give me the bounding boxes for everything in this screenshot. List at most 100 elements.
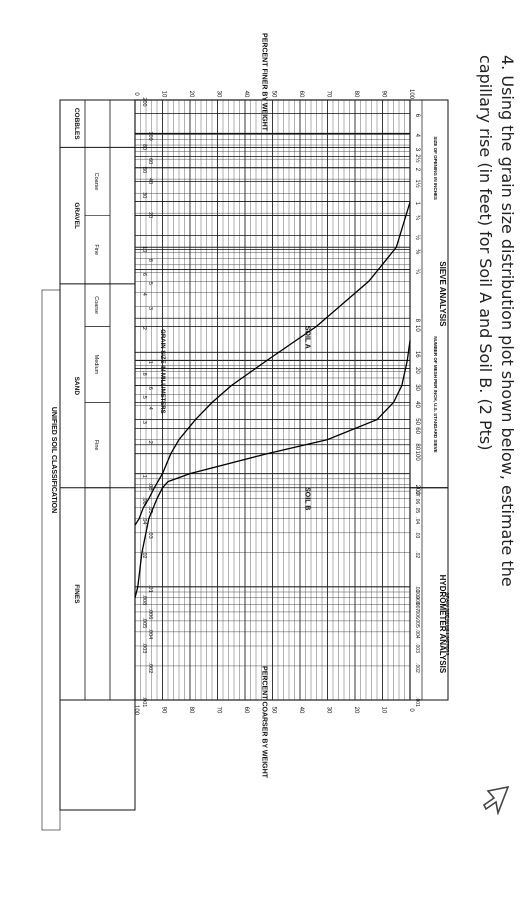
mm-tick-label: .004: [147, 628, 153, 639]
mm-tick-label: .05: [147, 506, 153, 514]
y-tick-right: 0: [408, 708, 414, 712]
mm-tick-label: .6: [147, 385, 153, 390]
mm-tick-label: .008: [141, 594, 147, 605]
y-tick-right: 10: [381, 707, 387, 714]
y-tick-left: 0: [133, 92, 139, 96]
sieve-analysis-title: SIEVE ANALYSIS: [438, 261, 447, 327]
mm-tick-label: 40: [147, 178, 153, 184]
sieve-number-label: NUMBER OF MESH PER INCH, U.S. STANDARD S…: [433, 336, 438, 452]
mm-tick-label: 5: [147, 282, 153, 285]
class-sub-label: Medium: [93, 355, 99, 375]
inch-tick-label: ⅜: [414, 249, 420, 255]
class-sub-label: Coarse: [93, 173, 99, 191]
mm-tick-label: .08: [147, 483, 153, 491]
sieve-tick-label: 8: [414, 319, 420, 323]
y-tick-right: 50: [271, 707, 277, 714]
inch-tick-label: 6: [414, 114, 420, 118]
y-tick-left: 20: [188, 91, 194, 98]
sieve-tick-label: 40: [414, 401, 420, 408]
hydro-tick-label: .06: [414, 497, 420, 504]
hydro-tick-label: .04: [414, 517, 420, 524]
x-axis-label: GRAIN SIZE IN MILLIMETERS: [159, 329, 165, 413]
left-axis-frame: [59, 99, 136, 811]
hydro-tick-label: .009: [414, 589, 420, 599]
y-tick-right: 20: [353, 707, 359, 714]
mm-tick-label: 1: [147, 361, 153, 364]
hydro-tick-label: .008: [414, 595, 420, 605]
inch-tick-label: 2½: [414, 154, 421, 162]
mm-tick-label: 80: [141, 144, 147, 150]
mm-tick-label: .006: [147, 609, 153, 620]
class-group-label: COBBLES: [73, 108, 80, 140]
y-tick-right: 70: [216, 707, 222, 714]
sieve-tick-label: 60: [414, 427, 420, 434]
soil-b-label: SOIL B: [304, 487, 311, 510]
class-title-frame: [41, 289, 61, 831]
y-tick-left: 70: [326, 91, 332, 98]
mm-tick-label: 6: [141, 273, 147, 276]
sieve-tick-label: 50: [414, 418, 420, 425]
mm-tick-label: .5: [141, 394, 147, 399]
hydro-tick-label: .01: [414, 585, 420, 592]
inch-tick-label: ½: [414, 235, 421, 240]
hydro-tick-label: .02: [414, 551, 420, 558]
sieve-tick-label: 10: [414, 325, 420, 332]
mm-tick-label: .005: [141, 618, 147, 629]
mm-tick-label: .04: [141, 517, 147, 525]
mm-tick-label: .06: [141, 497, 147, 505]
inch-tick-label: 1: [414, 202, 420, 206]
hydro-tick-label: .07: [414, 490, 420, 497]
question-text: 4. Using the grain size distribution plo…: [476, 55, 518, 615]
y-tick-left: 100: [408, 89, 414, 100]
mm-tick-label: 30: [141, 192, 147, 198]
mm-tick-label: .002: [147, 663, 153, 674]
sieve-tick-label: 200: [414, 485, 420, 496]
mm-tick-label: 10: [141, 246, 147, 252]
inch-tick-label: 4: [414, 134, 420, 138]
mm-tick-label: 50: [141, 167, 147, 173]
class-group-label: SAND: [73, 377, 80, 396]
sieve-tick-label: 16: [414, 351, 420, 358]
class-sub-label: Coarse: [93, 296, 99, 314]
soil-a-label: SOIL A: [304, 326, 311, 349]
y-tick-right: 90: [161, 707, 167, 714]
y-tick-right: 80: [188, 707, 194, 714]
hydro-tick-label: .005: [414, 618, 420, 628]
mm-tick-label: .01: [147, 585, 153, 593]
mm-tick-label: .4: [147, 405, 153, 410]
series-curve-soil-a: [134, 202, 411, 526]
question-number: 4.: [498, 55, 517, 71]
hydro-tick-label: .001: [414, 697, 420, 707]
y-tick-left: 80: [353, 91, 359, 98]
y-tick-right: 100: [133, 705, 139, 716]
sieve-tick-label: 100: [414, 451, 420, 462]
class-group-label: FINES: [73, 584, 80, 604]
mm-tick-label: .003: [141, 643, 147, 654]
y-tick-left: 50: [271, 91, 277, 98]
inch-tick-label: ¼: [414, 269, 420, 275]
inch-tick-label: 1½: [414, 179, 421, 187]
y-tick-left: 10: [161, 91, 167, 98]
y-tick-right: 60: [243, 707, 249, 714]
y-tick-left: 40: [243, 91, 249, 98]
mm-tick-label: 3: [147, 307, 153, 310]
y-tick-right: 40: [298, 707, 304, 714]
y-tick-left: 90: [381, 91, 387, 98]
mm-tick-label: .2: [147, 439, 153, 444]
mm-tick-label: 100: [147, 131, 153, 140]
y-axis-label-right: PERCENT COARSER BY WEIGHT: [261, 666, 268, 779]
y-axis-label-left: PERCENT FINER BY WEIGHT: [261, 33, 268, 132]
sieve-tick-label: 80: [414, 443, 420, 450]
mm-tick-label: .3: [141, 419, 147, 424]
sieve-tick-label: 30: [414, 384, 420, 391]
mm-tick-label: .8: [141, 371, 147, 376]
mm-tick-label: 4: [141, 293, 147, 296]
hydro-tick-label: .05: [414, 506, 420, 513]
mm-tick-label: .001: [141, 697, 147, 708]
inch-tick-label: 3: [414, 148, 420, 152]
inch-tick-label: 2: [414, 168, 420, 172]
hydro-tick-label: .002: [414, 663, 420, 673]
class-title: UNIFIED SOIL CLASSIFICATION: [50, 407, 57, 513]
